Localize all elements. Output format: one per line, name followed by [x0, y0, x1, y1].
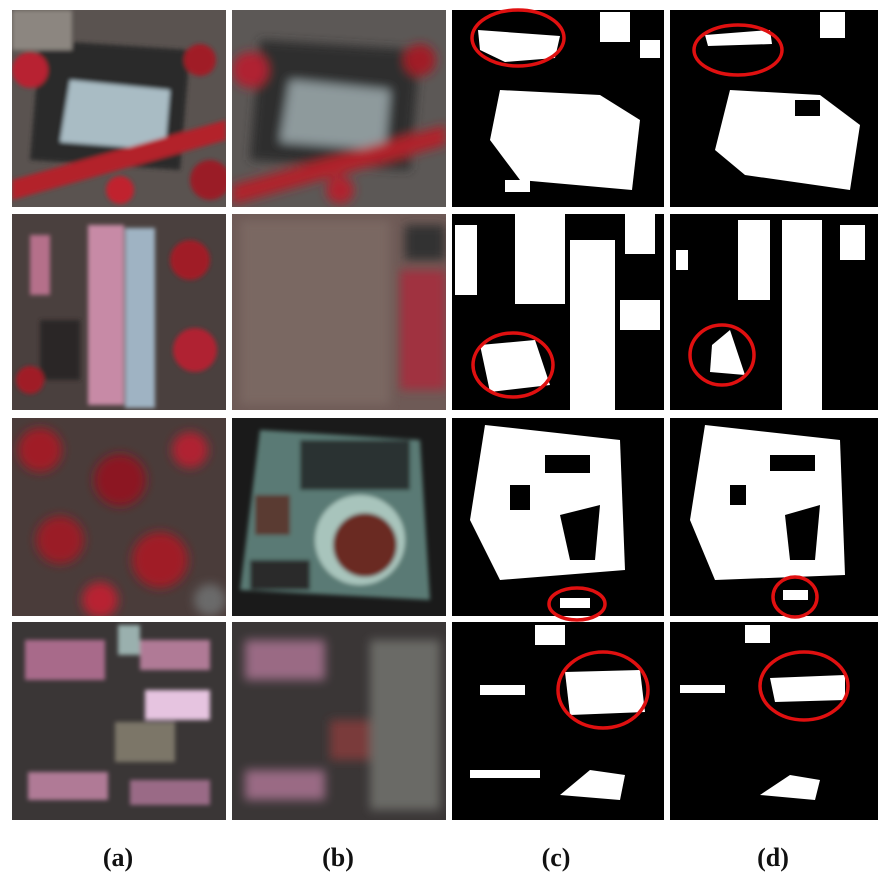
page: (a) (b) (c) (d) (() => { const data = JS… — [0, 0, 879, 872]
column-label: (b) — [322, 843, 354, 872]
image-b1 — [232, 10, 446, 207]
image-b3 — [232, 418, 446, 616]
image-a4 — [12, 622, 226, 820]
map-c1 — [452, 10, 664, 207]
map-c2 — [452, 214, 664, 410]
image-a2 — [12, 214, 226, 410]
map-d4 — [670, 622, 878, 820]
column-label: (c) — [542, 843, 571, 872]
map-d2 — [670, 214, 878, 410]
column-label: (d) — [757, 843, 789, 872]
image-a1 — [12, 10, 230, 207]
map-d3 — [670, 418, 878, 617]
figure: (a) (b) (c) (d) — [0, 0, 879, 872]
image-b4 — [232, 622, 446, 820]
map-c4 — [452, 622, 664, 820]
image-b2 — [232, 214, 446, 410]
map-c3 — [452, 418, 664, 620]
image-a3 — [12, 418, 226, 618]
map-d1 — [670, 10, 878, 207]
column-label: (a) — [103, 843, 133, 872]
